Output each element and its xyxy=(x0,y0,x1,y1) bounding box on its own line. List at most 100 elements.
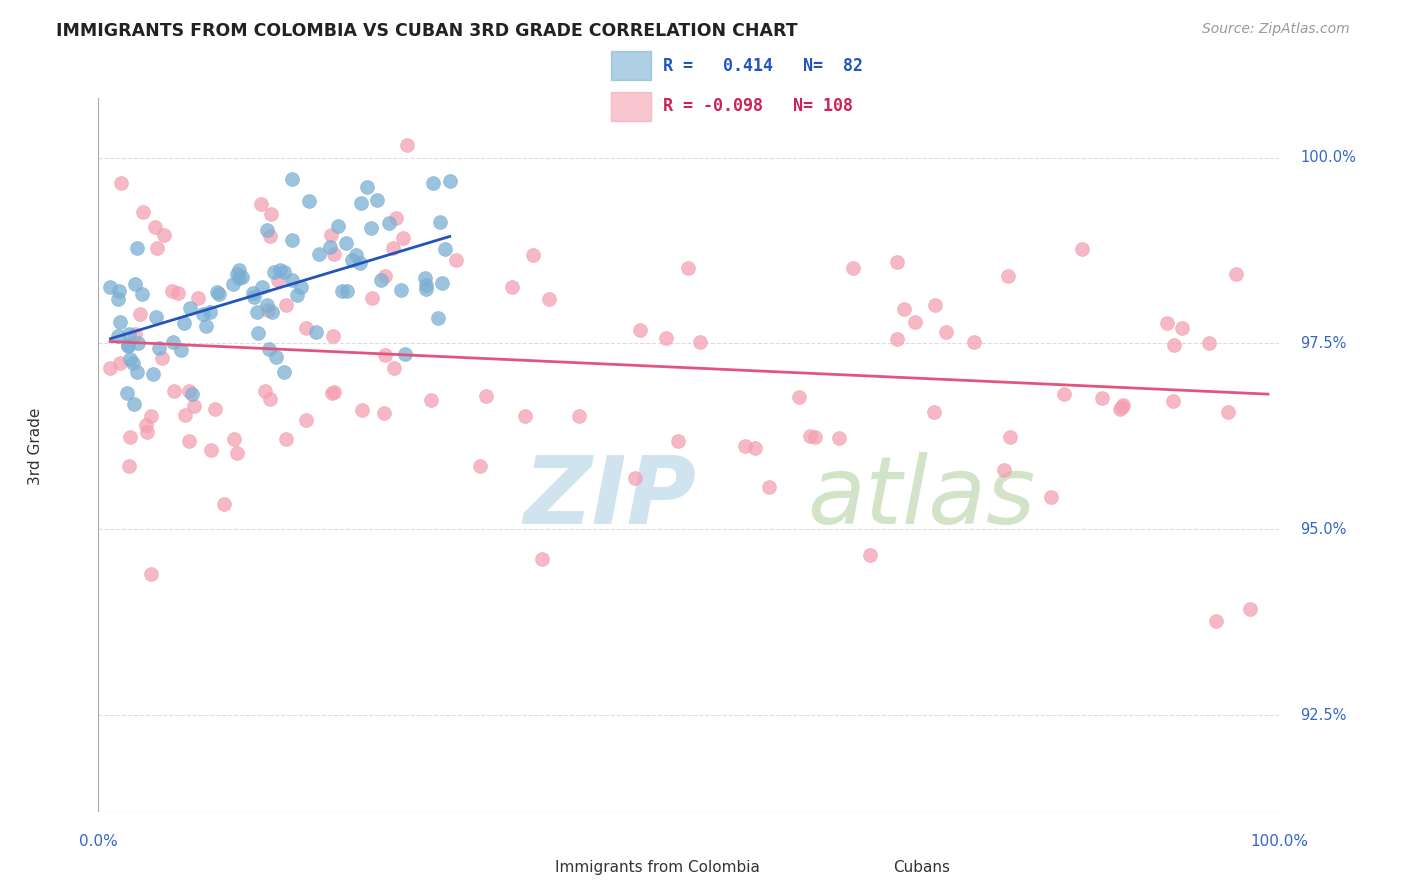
Point xyxy=(427,311,450,326)
Point xyxy=(904,315,927,329)
Point xyxy=(207,285,229,299)
Point xyxy=(513,409,536,423)
Point xyxy=(269,263,291,277)
Point xyxy=(378,216,401,230)
Point xyxy=(259,342,281,356)
Point xyxy=(253,384,276,399)
Point xyxy=(226,268,249,282)
Point xyxy=(382,361,405,376)
Point xyxy=(177,434,200,448)
Point xyxy=(166,286,188,301)
Point xyxy=(419,393,441,408)
Point xyxy=(415,282,437,296)
Point xyxy=(214,497,236,511)
Point xyxy=(1111,400,1133,414)
Point xyxy=(262,305,284,319)
Point xyxy=(100,280,122,294)
Point xyxy=(118,459,141,474)
Point xyxy=(997,269,1019,284)
Point xyxy=(1205,614,1227,628)
Point xyxy=(382,241,405,255)
Point xyxy=(676,261,699,276)
Point xyxy=(108,314,131,328)
Point xyxy=(249,196,271,211)
Point xyxy=(501,279,523,293)
Point xyxy=(1091,391,1114,405)
Point xyxy=(200,443,222,458)
Text: Cubans: Cubans xyxy=(893,860,950,874)
Point xyxy=(281,233,304,247)
Point xyxy=(389,283,412,297)
Point xyxy=(107,284,129,298)
Point xyxy=(180,386,202,401)
Point xyxy=(1198,335,1220,350)
Point xyxy=(734,439,756,453)
Point xyxy=(799,429,821,443)
Point xyxy=(139,409,162,423)
Point xyxy=(804,430,827,444)
Point xyxy=(1000,430,1022,444)
Point xyxy=(228,263,250,277)
Point xyxy=(1225,267,1247,281)
Point xyxy=(153,228,176,243)
Text: 92.5%: 92.5% xyxy=(1301,707,1347,723)
Point xyxy=(228,271,250,285)
Point xyxy=(150,351,173,366)
Point xyxy=(281,171,304,186)
Text: 100.0%: 100.0% xyxy=(1301,150,1357,165)
Point xyxy=(246,304,269,318)
Point xyxy=(385,211,408,225)
Bar xyxy=(610,52,651,80)
Point xyxy=(125,365,148,379)
Point xyxy=(828,431,851,445)
Point xyxy=(125,241,148,255)
Point xyxy=(136,425,159,440)
Point xyxy=(859,548,882,562)
Text: R = -0.098   N= 108: R = -0.098 N= 108 xyxy=(664,96,853,114)
Text: Immigrants from Colombia: Immigrants from Colombia xyxy=(555,860,761,874)
Point xyxy=(394,347,416,361)
Point xyxy=(689,334,711,349)
Point xyxy=(295,321,318,335)
Point xyxy=(430,276,453,290)
Point xyxy=(993,463,1015,477)
Text: 3rd Grade: 3rd Grade xyxy=(28,408,42,484)
Point xyxy=(107,292,129,306)
Point xyxy=(252,280,274,294)
Point xyxy=(298,194,321,208)
Point xyxy=(122,356,145,370)
Point xyxy=(886,332,908,346)
Point xyxy=(886,254,908,268)
Point xyxy=(568,409,591,423)
Point xyxy=(145,310,167,324)
Text: Source: ZipAtlas.com: Source: ZipAtlas.com xyxy=(1202,22,1350,37)
Point xyxy=(110,176,132,190)
Point xyxy=(335,236,357,251)
Point xyxy=(204,402,226,417)
Point xyxy=(935,326,957,340)
Point xyxy=(221,277,243,291)
Point xyxy=(173,316,195,330)
Point xyxy=(1171,321,1194,335)
Point xyxy=(290,280,312,294)
Point xyxy=(439,174,461,188)
Point xyxy=(120,430,142,444)
Point xyxy=(118,352,141,367)
Point xyxy=(242,285,264,300)
Point xyxy=(1156,316,1178,330)
Point xyxy=(305,325,328,339)
Point xyxy=(127,335,149,350)
Point xyxy=(142,367,165,381)
Point xyxy=(273,265,295,279)
Point xyxy=(259,392,281,406)
Point xyxy=(374,348,396,362)
Point xyxy=(624,470,647,484)
Point xyxy=(356,180,378,194)
Point xyxy=(267,272,290,286)
Point xyxy=(162,334,184,349)
Text: 0.0%: 0.0% xyxy=(79,834,118,848)
Point xyxy=(274,432,297,446)
Point xyxy=(179,301,201,315)
Point xyxy=(194,318,217,333)
Point xyxy=(444,253,467,268)
